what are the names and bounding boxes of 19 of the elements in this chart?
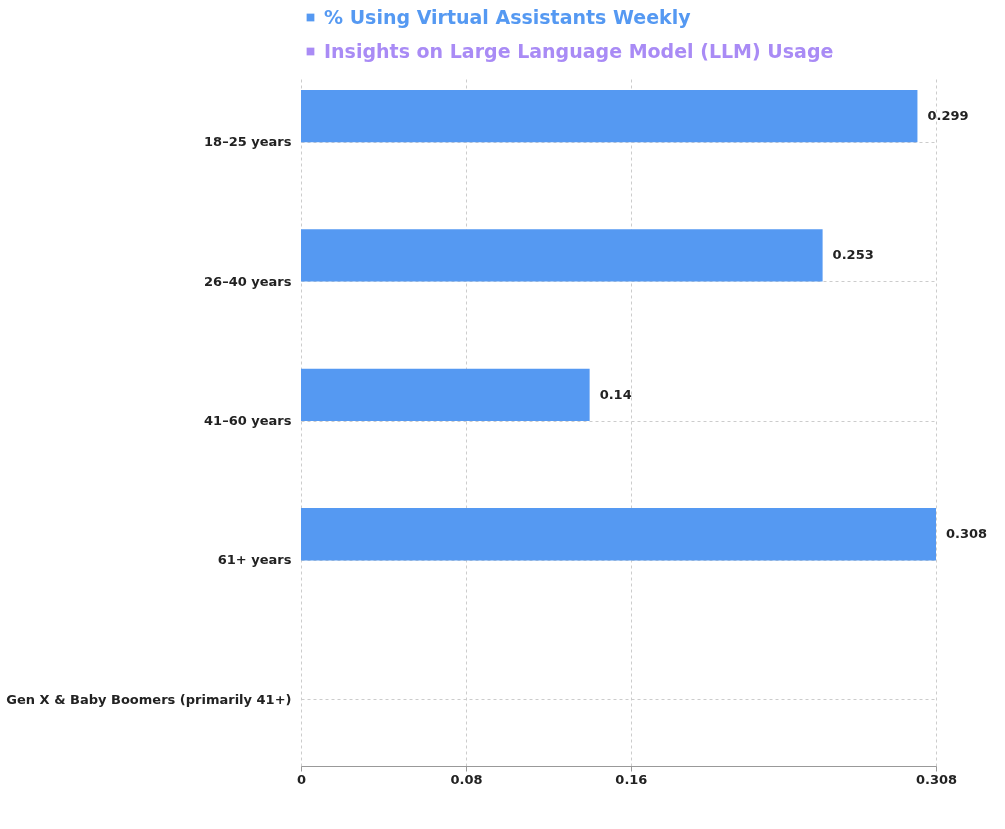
y-tick-label: 41–60 years — [204, 413, 292, 428]
y-tick-label: Gen X & Baby Boomers (primarily 41+) — [6, 691, 292, 707]
data-label: 0.299 — [927, 108, 969, 124]
legend-label: % Using Virtual Assistants Weekly — [324, 5, 692, 28]
bar — [301, 368, 590, 421]
y-tick-label: 26–40 years — [204, 273, 292, 289]
legend-label: Insights on Large Language Model (LLM) Usage — [324, 39, 834, 62]
data-label: 0.308 — [946, 526, 988, 542]
data-label: 0.14 — [599, 386, 632, 402]
x-tick-label: 0.08 — [450, 771, 483, 787]
bar — [301, 89, 918, 143]
y-tick-label: 18–25 years — [204, 134, 292, 150]
data-label: 0.253 — [832, 247, 874, 263]
x-tick-label: 0.308 — [915, 771, 958, 787]
bar — [301, 229, 823, 282]
bar — [301, 508, 936, 561]
y-tick-label: 61+ years — [217, 552, 292, 568]
x-tick-label: 0 — [296, 771, 307, 787]
x-tick-label: 0.16 — [615, 771, 648, 787]
